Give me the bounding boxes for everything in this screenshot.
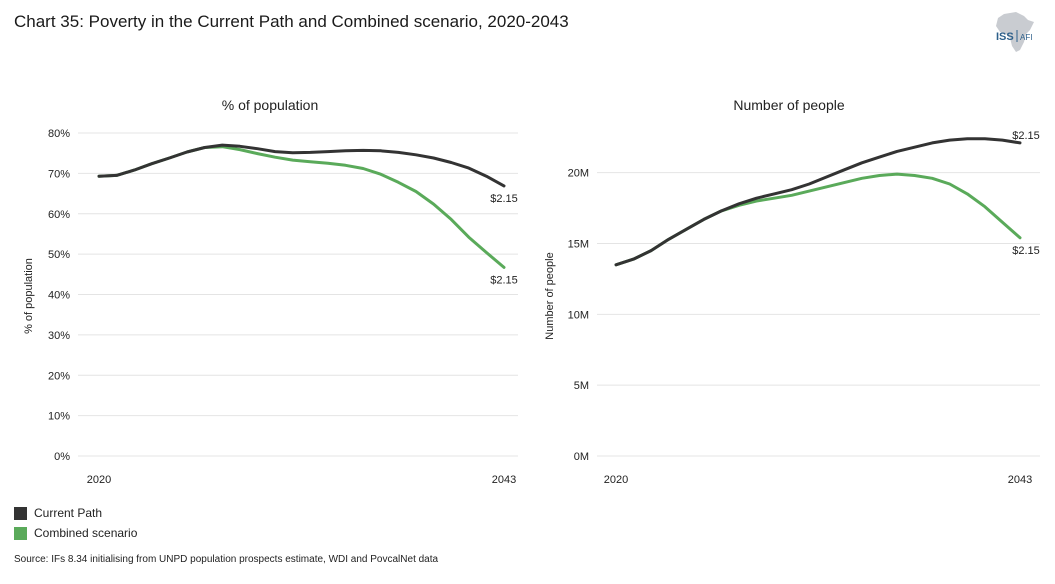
series-line-current-path-percent [97,143,506,188]
y-tick-label-percent: 80% [48,128,70,140]
y-tick-label-percent: 40% [48,290,70,302]
source-note: Source: IFs 8.34 initialising from UNPD … [14,554,439,565]
legend-item-current-path: Current Path [14,503,137,523]
y-tick-label-people: 0M [574,451,589,463]
x-tick-label-percent: 2020 [87,474,111,486]
series-line-combined-scenario-percent [97,145,506,269]
y-axis-label-percent: % of population [23,258,35,334]
africa-map-icon: ISS AFI [996,12,1034,52]
legend-swatch-current-path [14,506,27,520]
subplot-title-people: Number of people [733,97,845,113]
x-tick-label-people: 2020 [604,474,628,486]
legend: Current Path Combined scenario [14,503,137,543]
y-tick-label-percent: 60% [48,209,70,221]
y-tick-label-percent: 30% [48,330,70,342]
chart-title: Chart 35: Poverty in the Current Path an… [14,12,569,31]
y-tick-label-people: 5M [574,380,589,392]
y-tick-label-percent: 50% [48,249,70,261]
data-label-current-path-percent: $2.15 [490,193,518,205]
charts-canvas: % of population % of population 0% 10% 20% 30… [23,97,1040,486]
logo-subtext: AFI [1020,33,1032,42]
y-tick-label-people: 20M [568,168,589,180]
iss-africa-logo: ISS AFI [990,10,1046,54]
legend-swatch-combined-scenario [14,526,27,540]
series-line-combined-scenario-people [614,172,1022,267]
data-label-combined-scenario-percent: $2.15 [490,274,518,286]
data-label-current-path-people: $2.15 [1012,130,1040,142]
y-tick-label-people: 15M [568,239,589,251]
legend-item-combined-scenario: Combined scenario [14,523,137,543]
y-tick-label-percent: 20% [48,370,70,382]
x-tick-label-percent: 2043 [492,474,516,486]
y-axis-label-people: Number of people [544,252,556,339]
subplot-title-percent: % of population [222,97,319,113]
legend-label-current-path: Current Path [34,506,103,520]
africa-shape [996,12,1034,52]
x-tick-label-people: 2043 [1008,474,1032,486]
series-line-current-path-people [614,137,1022,267]
y-tick-label-percent: 0% [54,451,70,463]
y-tick-label-people: 10M [568,309,589,321]
legend-label-combined-scenario: Combined scenario [34,526,138,540]
y-tick-label-percent: 10% [48,411,70,423]
logo-text: ISS [996,31,1014,43]
y-tick-label-percent: 70% [48,168,70,180]
data-label-combined-scenario-people: $2.15 [1012,245,1040,257]
